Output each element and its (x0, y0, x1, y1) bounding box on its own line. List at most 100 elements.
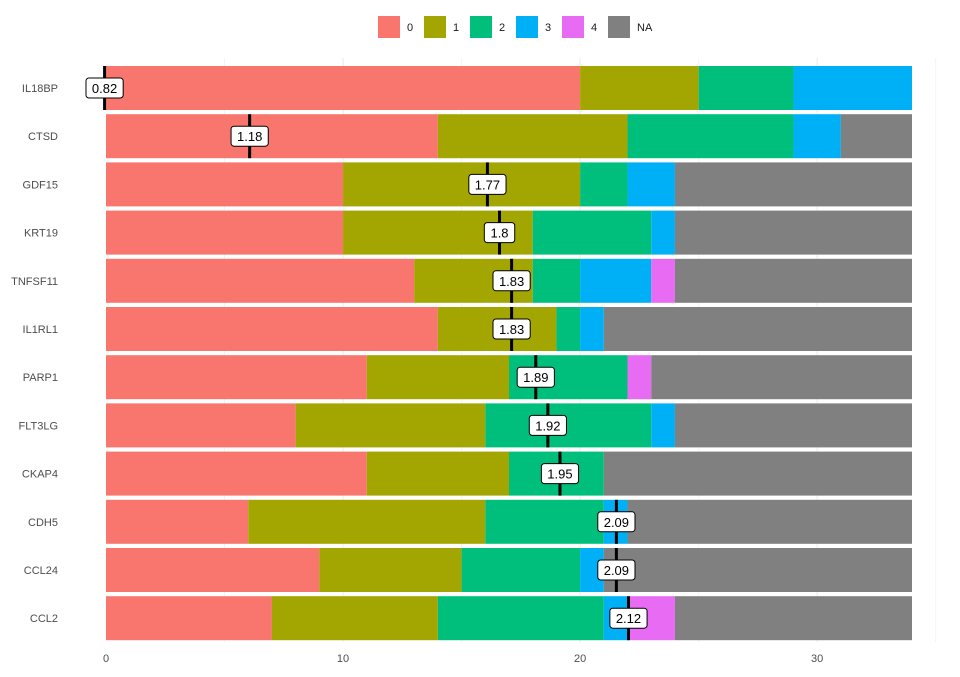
mean-label-box-ccl24 (597, 559, 636, 581)
bar-segment-cdh5-0 (106, 499, 249, 544)
bar-segment-flt3lg-na (674, 403, 912, 448)
bar-segment-cdh5-na (627, 499, 912, 544)
category-label-krt19: KRT19 (24, 228, 58, 240)
bar-segment-gdf15-na (674, 162, 912, 207)
bar-segment-ckap4-na (603, 451, 912, 496)
mean-label-box-ccl2 (609, 607, 648, 629)
legend-swatch-2 (470, 16, 492, 38)
bar-segment-ccl2-0 (106, 596, 272, 641)
legend-label-4: 4 (591, 22, 597, 34)
bar-segment-gdf15-2 (580, 162, 628, 207)
legend-item-4[interactable]: 4 (562, 16, 597, 38)
bar-segment-ctsd-0 (106, 114, 438, 159)
bar-segment-flt3lg-2 (485, 403, 652, 448)
mean-label-krt19: 1.8 (490, 226, 508, 241)
bar-segment-ccl2-na (674, 596, 912, 641)
bars (106, 66, 912, 641)
x-tick-label-30: 30 (811, 653, 823, 665)
bar-segment-il1rl1-na (603, 307, 912, 351)
bar-segment-il1rl1-2 (556, 307, 581, 351)
mean-label-flt3lg: 1.92 (535, 418, 560, 433)
category-label-cdh5: CDH5 (28, 517, 58, 529)
bar-segment-flt3lg-3 (651, 403, 675, 448)
category-label-ccl2: CCL2 (30, 613, 58, 625)
bar-segment-il18bp-2 (698, 66, 794, 110)
category-label-tnfsf11: TNFSF11 (11, 276, 58, 288)
mean-label-ctsd: 1.18 (237, 129, 262, 144)
legend-swatch-1 (424, 16, 446, 38)
bar-segment-parp1-0 (106, 355, 367, 400)
category-label-ccl24: CCL24 (24, 565, 58, 577)
legend-swatch-0 (378, 16, 400, 38)
bar-segment-ctsd-2 (627, 114, 794, 159)
legend-item-3[interactable]: 3 (516, 16, 551, 38)
mean-label-box-ctsd (230, 125, 269, 147)
x-tick-label-10: 10 (337, 653, 349, 665)
x-tick-label-0: 0 (103, 653, 109, 665)
mean-label-gdf15: 1.77 (475, 177, 500, 192)
bar-segment-cdh5-1 (248, 499, 486, 544)
mean-label-box-gdf15 (468, 173, 507, 195)
bar-segment-parp1-4 (627, 355, 652, 400)
bar-segment-flt3lg-0 (106, 403, 296, 448)
legend-item-0[interactable]: 0 (378, 16, 413, 38)
bar-segment-tnfsf11-3 (580, 258, 652, 303)
legend-swatch-4 (562, 16, 584, 38)
mean-markers: 0.82 1.18 1.77 1.8 1.83 1.83 1.89 1.92 1.95 2.09 2… (85, 66, 648, 641)
bar-segment-ckap4-1 (366, 451, 509, 496)
mean-label-il1rl1: 1.83 (499, 322, 524, 337)
bar-segment-il18bp-1 (580, 66, 699, 110)
bar-segment-krt19-na (674, 210, 912, 255)
mean-label-box-ckap4 (540, 463, 580, 485)
category-axis: IL18BP CTSD GDF15 KRT19 TNFSF11 IL1RL1 PARP1 FL… (11, 83, 58, 625)
category-label-flt3lg: FLT3LG (18, 420, 58, 432)
category-label-ctsd: CTSD (28, 131, 58, 143)
mean-label-parp1: 1.89 (523, 370, 548, 385)
value-axis: 0 10 20 30 (103, 653, 823, 665)
bar-segment-tnfsf11-2 (532, 258, 581, 303)
category-label-parp1: PARP1 (23, 372, 58, 384)
mean-label-box-krt19 (483, 222, 516, 244)
legend-item-na[interactable]: NA (608, 16, 653, 38)
bar-segment-cdh5-2 (485, 499, 604, 544)
bar-segment-krt19-3 (651, 210, 675, 255)
mean-label-ccl24: 2.09 (604, 563, 629, 578)
bar-segment-ccl2-2 (437, 596, 604, 641)
mean-label-ccl2: 2.12 (616, 611, 641, 626)
mean-label-tnfsf11: 1.83 (499, 274, 524, 289)
bar-segment-ccl24-2 (461, 548, 581, 592)
bar-segment-krt19-0 (106, 210, 344, 255)
category-label-gdf15: GDF15 (23, 179, 58, 191)
bar-segment-il1rl1-0 (106, 307, 438, 351)
bar-segment-gdf15-1 (343, 162, 581, 207)
mean-label-box-parp1 (516, 366, 555, 388)
legend-swatch-na (608, 16, 630, 38)
mean-label-ckap4: 1.95 (547, 467, 572, 482)
legend[interactable]: 0 1 2 3 4 NA (378, 16, 653, 38)
legend-label-0: 0 (407, 22, 413, 34)
bar-segment-ccl24-1 (319, 548, 462, 592)
bar-segment-gdf15-0 (106, 162, 344, 207)
mean-label-box-flt3lg (528, 414, 567, 436)
bar-segment-tnfsf11-0 (106, 258, 415, 303)
legend-swatch-3 (516, 16, 538, 38)
legend-label-2: 2 (499, 22, 505, 34)
category-label-ckap4: CKAP4 (22, 469, 58, 481)
legend-item-1[interactable]: 1 (424, 16, 459, 38)
mean-label-il18bp: 0.82 (92, 81, 117, 96)
category-label-il1rl1: IL1RL1 (23, 324, 58, 336)
bar-segment-ccl24-0 (106, 548, 320, 592)
bar-segment-ccl2-1 (271, 596, 438, 641)
legend-item-2[interactable]: 2 (470, 16, 505, 38)
legend-label-3: 3 (545, 22, 551, 34)
mean-label-box-il18bp (85, 77, 124, 99)
legend-label-1: 1 (453, 22, 459, 34)
mean-label-cdh5: 2.09 (604, 515, 629, 530)
bar-segment-ctsd-na (840, 114, 912, 159)
bar-segment-il18bp-0 (106, 66, 581, 110)
bar-segment-parp1-na (651, 355, 912, 400)
bar-segment-parp1-1 (366, 355, 509, 400)
bar-segment-ccl24-na (603, 548, 912, 592)
bar-segment-ckap4-0 (106, 451, 367, 496)
